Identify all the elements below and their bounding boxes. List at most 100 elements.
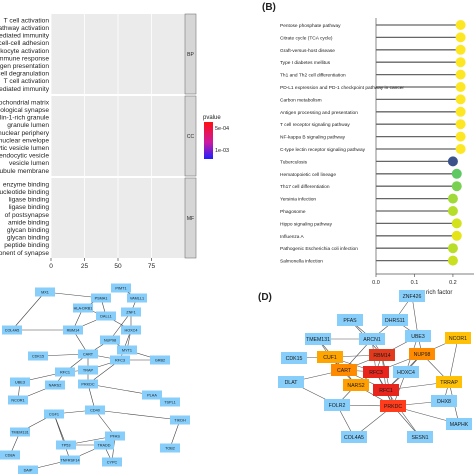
x-tick-label: 0.0 (372, 280, 380, 286)
gene-node (121, 325, 141, 335)
go-term-label: nuclear periphery (0, 130, 50, 137)
pathway-dot (455, 144, 466, 154)
gene-node-label: DALL1 (100, 315, 112, 319)
pathway-dot (447, 243, 458, 254)
hub-gene-node (317, 351, 343, 363)
gene-node-label: MX1 (41, 291, 49, 295)
panel-b-x-axis: 0.0 0.1 0.2 rich factor (372, 273, 474, 296)
pathway-dot (455, 119, 466, 130)
gene-node-label: HOXC4 (124, 329, 137, 333)
gene-node (105, 431, 125, 441)
panel-d-tag: (D) (258, 292, 272, 303)
go-term-label: antigen presentation (0, 63, 49, 70)
hub-gene-node (343, 379, 369, 391)
network-edge (381, 354, 394, 407)
panel-d-hub-network: (D) ZNF426 PFAS DHRS11 TMEM131 ARCN1 UBE3 NCOR… (258, 290, 472, 443)
pathway-dot (451, 181, 462, 192)
pathway-label: Carbon metabolism (280, 97, 322, 103)
hub-gene-node-label: SESN1 (411, 435, 428, 441)
network-edge (385, 389, 421, 438)
pathway-label: Th17 cell differentiation (280, 184, 330, 190)
hub-gene-node-label: DHX8 (437, 399, 451, 405)
gene-node-label: PSMA1 (95, 297, 108, 301)
hub-gene-node (305, 333, 331, 345)
go-term-label: pathway activation (0, 25, 49, 32)
gene-node (28, 351, 48, 361)
legend-label-low: 1e-03 (215, 148, 229, 154)
network-edge (448, 337, 459, 383)
facet-strip (184, 95, 197, 177)
pathway-dot (455, 82, 466, 92)
go-term-label: of postsynapse (5, 212, 50, 219)
pathway-dot (455, 44, 466, 55)
gene-node (110, 355, 130, 365)
hub-gene-node (409, 348, 435, 360)
network-edge (119, 329, 132, 361)
gene-node-label: CD8A (5, 454, 16, 458)
gene-node (100, 335, 120, 345)
pathway-label: Yersinia infection (280, 197, 316, 203)
hub-gene-node-label: RBM14 (373, 353, 390, 359)
legend-title: pvalue (203, 115, 221, 121)
network-edge (109, 311, 132, 341)
hub-gene-node-label: ZNF426 (403, 294, 422, 300)
gene-node-label: CART (83, 353, 94, 357)
x-tick-label: 50 (114, 263, 122, 270)
hub-gene-node (380, 400, 406, 412)
hub-gene-node (369, 349, 395, 361)
hub-gene-node-label: CART (337, 368, 352, 374)
hub-gene-node (331, 364, 357, 376)
gene-node-label: TMEM131 (11, 431, 29, 435)
go-term-label: cell-cell adhesion (0, 40, 49, 47)
go-term-label: mediated immunity (0, 33, 50, 40)
legend-colorbar (204, 122, 213, 159)
hub-gene-node-label: TRRAP (440, 380, 458, 386)
network-edge (94, 409, 181, 421)
gene-node-label: MYT1 (122, 349, 132, 353)
network-c-nodes: MX1 PIMT1 PSMA1 VAMLL1 HLA-DRB1 ZNF1 DALL1 COL4… (0, 283, 190, 474)
pathway-label: Pathogenic Escherichia coli infection (280, 246, 358, 252)
pathway-dot (447, 193, 458, 204)
go-term-label: ligase binding (9, 204, 50, 211)
gene-node (60, 455, 80, 465)
gene-node-label: RFC3 (115, 359, 125, 363)
panel-c-ppi-network: MX1 PIMT1 PSMA1 VAMLL1 HLA-DRB1 ZNF1 DALL1 COL4… (0, 283, 190, 474)
x-tick-label: 0.2 (449, 280, 457, 286)
gene-node-label: TOB2 (165, 447, 175, 451)
pathway-label: Influenza A (280, 234, 305, 240)
go-term-label: ficolin-1-rich granule (0, 115, 49, 122)
gene-node-label: CDK15 (32, 355, 44, 359)
x-tick-label: 75 (148, 263, 156, 270)
hub-gene-node (446, 418, 472, 430)
gene-node (85, 405, 105, 415)
pathway-label: Hippo signaling pathway (280, 221, 333, 227)
gene-node (127, 293, 147, 303)
pathway-dot (455, 131, 466, 142)
panel-b-tag: (B) (262, 2, 276, 13)
gene-node-label: PIMT1 (115, 287, 126, 291)
gene-node (160, 397, 180, 407)
go-term-label: nucleotide binding (0, 189, 49, 196)
facet-strips: BP CC MF (50, 13, 197, 259)
gene-node (2, 325, 22, 335)
pathway-label: Hematopoietic cell lineage (280, 172, 336, 178)
gene-node-label: DAIP (24, 469, 33, 473)
pathway-label: T cell receptor signaling pathway (280, 122, 350, 128)
gene-node-label: COL4A5 (5, 329, 20, 333)
pathway-dot (455, 69, 466, 80)
gene-node-label: NCOR1 (11, 399, 24, 403)
hub-gene-node-label: DLAT (285, 380, 299, 386)
go-term-label: amide binding (8, 219, 49, 226)
hub-gene-node (393, 366, 419, 378)
hub-gene-node-label: DHRS11 (385, 318, 405, 324)
go-term-label: lytic vesicle lumen (0, 145, 49, 152)
go-term-label: glycan binding (7, 235, 49, 242)
pathway-dot (451, 230, 462, 241)
pathway-label: Citrate cycle (TCA cycle) (280, 35, 333, 41)
go-term-label: ligase binding (9, 197, 50, 204)
gene-node-label: NARS2 (49, 384, 62, 388)
pathway-label: Graft-versus-host disease (280, 48, 335, 54)
hub-gene-node (278, 376, 304, 388)
hub-gene-node-label: RFC3 (369, 370, 383, 376)
